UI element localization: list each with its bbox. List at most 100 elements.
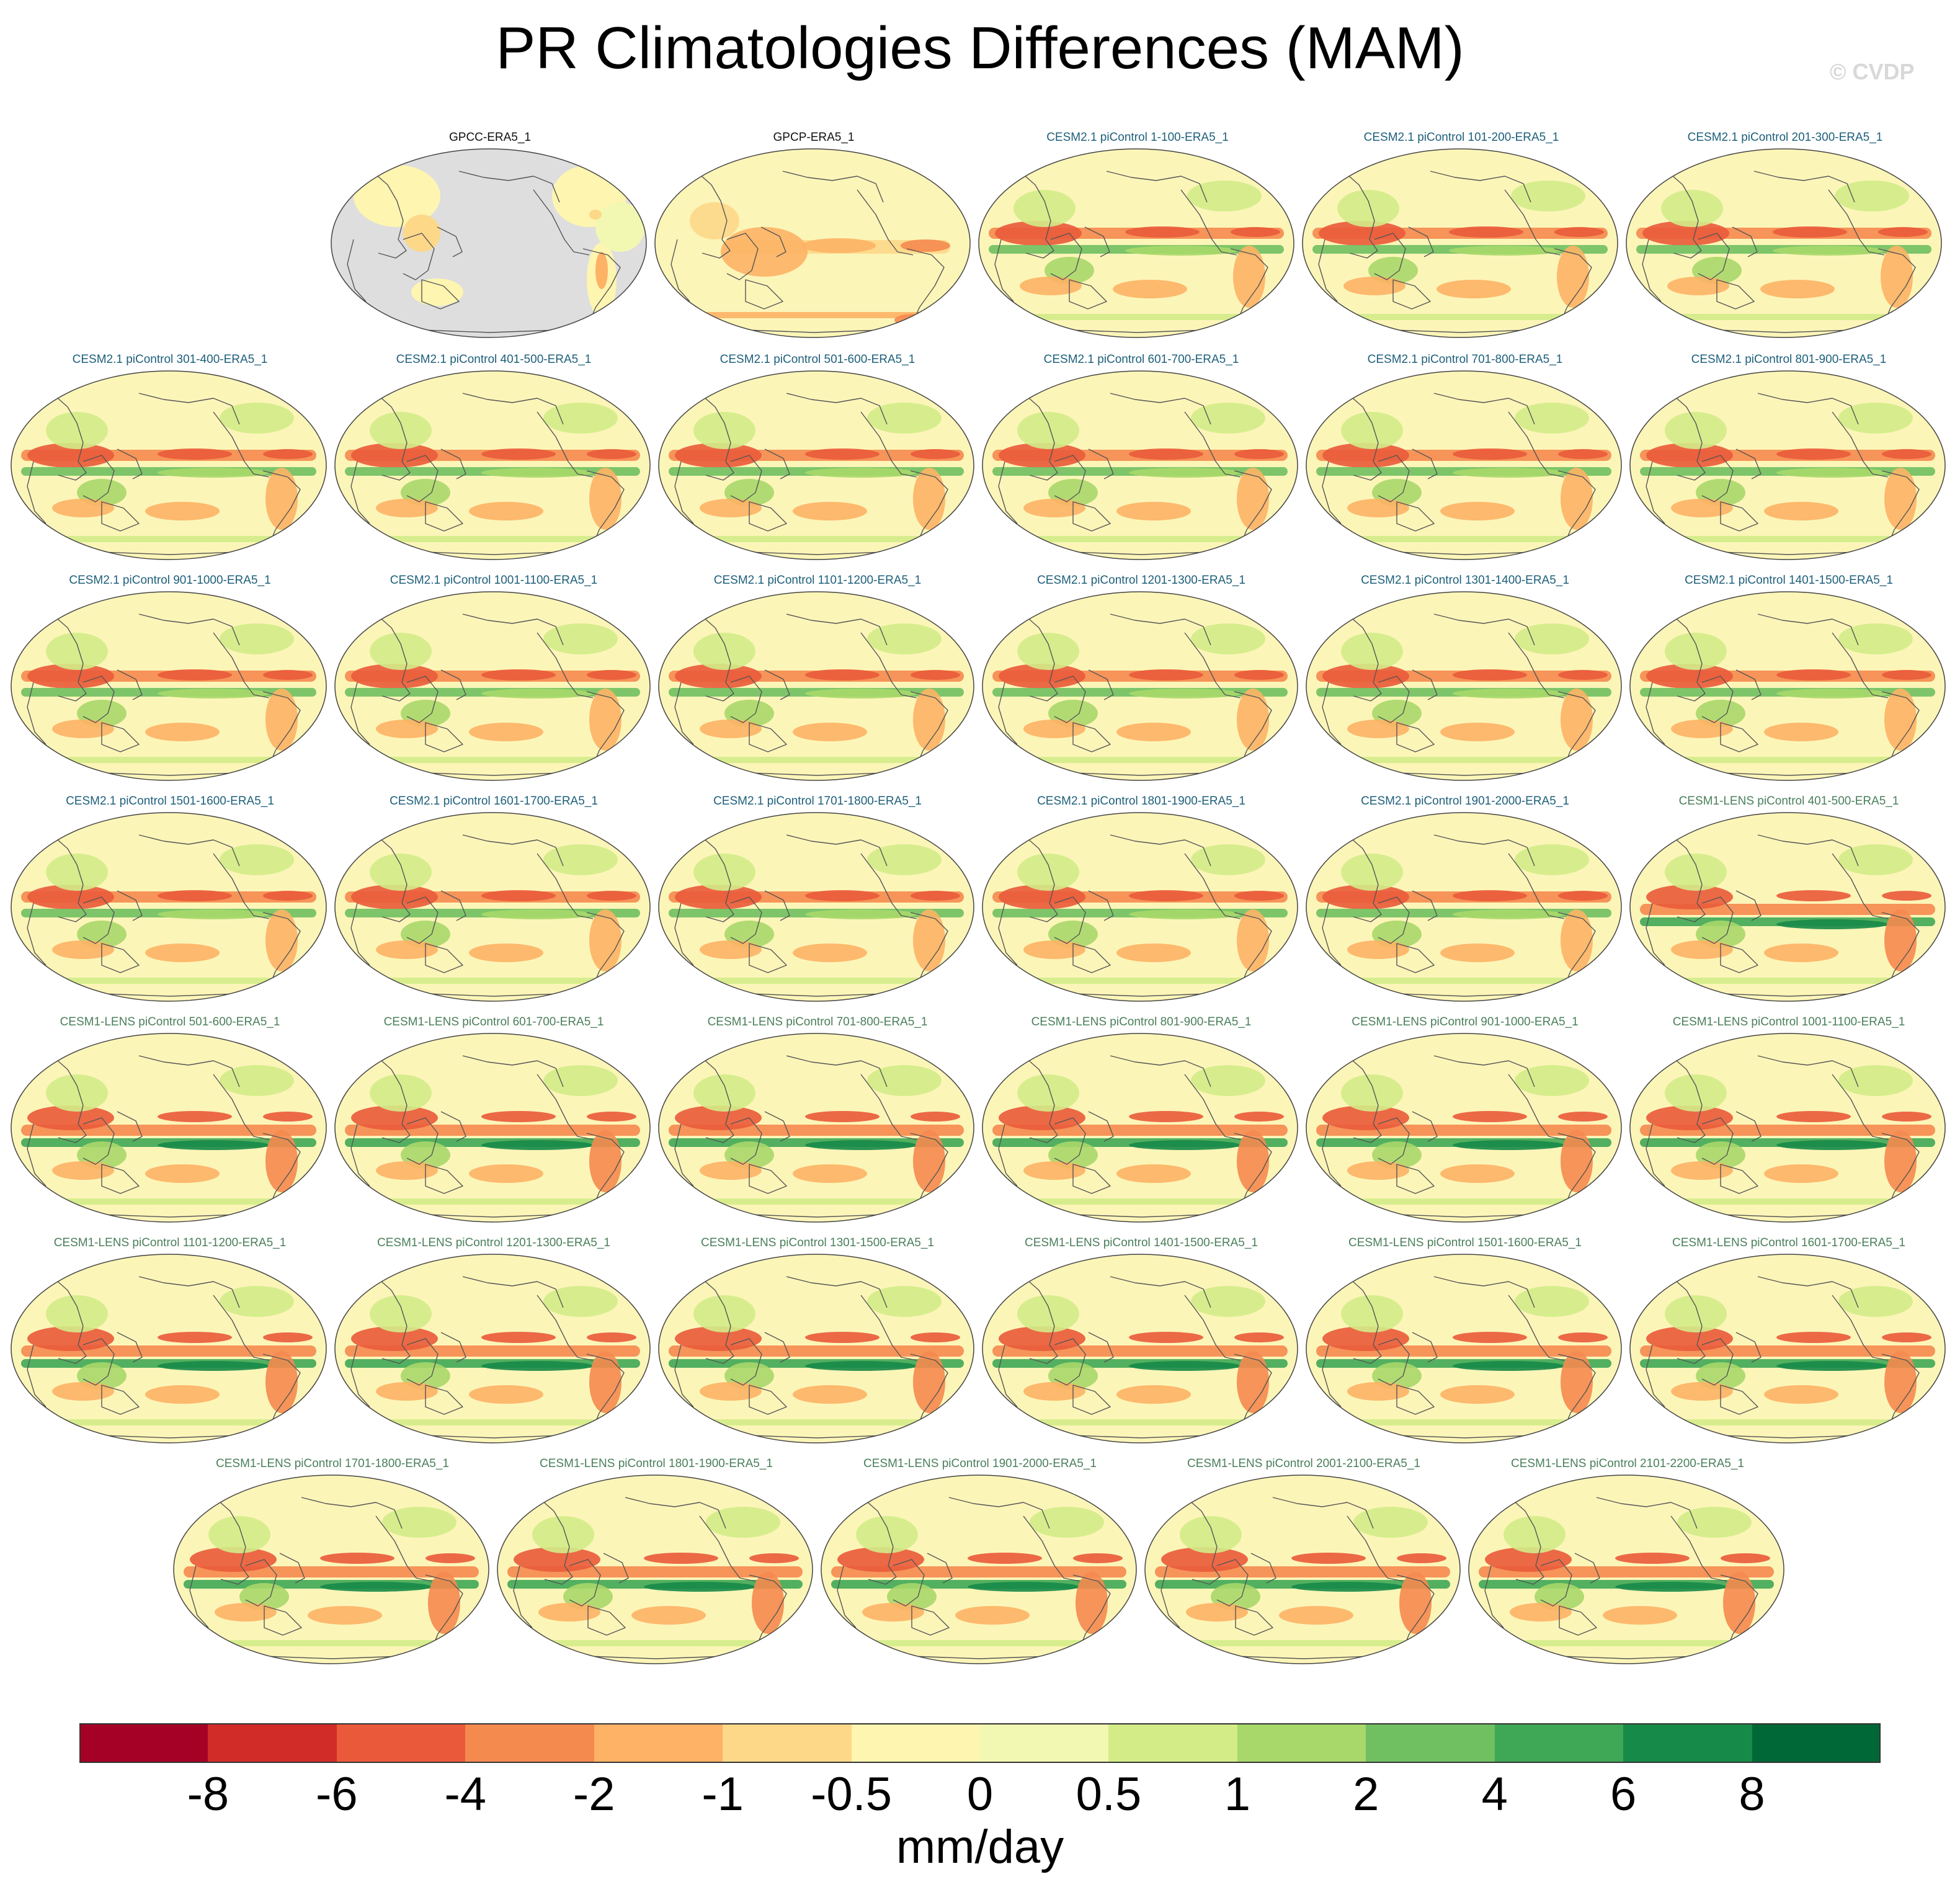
indian-ocean-field: [1343, 277, 1405, 295]
north-america-field: [382, 1507, 457, 1538]
indian-ocean-field: [1671, 940, 1733, 959]
asia-wet-field: [1341, 854, 1403, 891]
map-panel: CESM2.1 piControl 1001-1100-ERA5_1: [332, 572, 655, 787]
panel-title: CESM2.1 piControl 1901-2000-ERA5_1: [1361, 795, 1569, 808]
global-precip-map: [1629, 591, 1946, 781]
coastline: [1642, 239, 1662, 302]
southern-ocean-band: [1659, 1198, 1919, 1205]
global-precip-map: [173, 1474, 489, 1664]
coastline: [910, 912, 948, 991]
atlantic-dry-field: [263, 670, 313, 680]
coastline: [213, 1295, 270, 1361]
coastline: [998, 903, 1018, 966]
coastline: [1216, 1559, 1249, 1607]
panel-title: CESM1-LENS piControl 2101-2200-ERA5_1: [1511, 1457, 1744, 1470]
coastline: [1392, 279, 1431, 310]
coastline: [1484, 1565, 1504, 1628]
north-america-field: [1838, 1286, 1913, 1317]
spcz-field: [1764, 943, 1838, 962]
east-pacific-dry-field: [1125, 226, 1200, 238]
coastline: [569, 1559, 601, 1607]
panel-title: CESM1-LENS piControl 1501-1600-ERA5_1: [1348, 1236, 1582, 1249]
coastline: [586, 470, 625, 549]
atlantic-dry-field: [263, 1112, 313, 1122]
coastline: [1433, 834, 1535, 867]
map-outline: [1306, 370, 1622, 560]
coastline: [537, 1295, 594, 1361]
panel-title: CESM1-LENS piControl 1201-1300-ERA5_1: [377, 1236, 610, 1249]
map-outline: [1306, 812, 1622, 1002]
panel-title: CESM1-LENS piControl 1601-1700-ERA5_1: [1672, 1236, 1905, 1249]
coastline: [117, 890, 143, 921]
coastline: [1832, 853, 1889, 919]
map-panel: CESM2.1 piControl 401-500-ERA5_1: [332, 351, 655, 566]
asia-wet-field: [693, 1295, 755, 1332]
coastline: [1347, 1515, 1404, 1582]
atlantic-dry-field: [263, 449, 313, 459]
coastline: [27, 1344, 47, 1407]
west-pacific-dry-field: [837, 1547, 924, 1572]
map-panel: CESM2.1 piControl 1401-1500-ERA5_1: [1628, 572, 1950, 787]
coastline: [1557, 1133, 1596, 1211]
coastline: [837, 1565, 857, 1628]
map-field: [11, 813, 326, 1001]
coastline: [1023, 1055, 1058, 1143]
coastline: [786, 834, 888, 867]
coastline: [674, 903, 694, 966]
west-pacific-dry-field: [999, 885, 1085, 909]
land-andes-field: [595, 252, 608, 289]
coastline: [440, 1111, 466, 1142]
map-panel: CESM1-LENS piControl 1401-1500-ERA5_1: [980, 1234, 1303, 1449]
indian-ocean-field: [52, 940, 114, 959]
map-outline: [331, 148, 647, 338]
atlantic-dry-field: [1234, 449, 1284, 459]
coastline: [462, 834, 564, 867]
pacific-wet-field: [481, 909, 593, 919]
coastline: [82, 1117, 115, 1165]
map-field: [982, 371, 1298, 560]
asia-wet-field: [1665, 412, 1727, 449]
global-precip-map: [978, 148, 1294, 338]
pacific-field: [801, 238, 876, 253]
coastline: [213, 411, 270, 478]
spcz-field: [1116, 502, 1191, 520]
coastline: [1023, 393, 1058, 481]
north-america-field: [220, 623, 294, 654]
colorbar-tick-label: 4: [1481, 1768, 1508, 1821]
map-field: [335, 371, 650, 560]
spcz-field: [469, 1164, 543, 1183]
coastline: [603, 1553, 629, 1584]
colorbar-tick-label: 2: [1353, 1768, 1379, 1821]
north-america-field: [867, 844, 942, 875]
west-pacific-dry-field: [351, 885, 438, 909]
indian-ocean-field: [376, 499, 438, 517]
east-pacific-dry-field: [1615, 1553, 1690, 1564]
coastline: [1412, 1111, 1438, 1142]
colorbar-box: [1623, 1723, 1753, 1763]
coastline: [1881, 1354, 1920, 1432]
coastline: [786, 1055, 888, 1087]
atlantic-dry-field: [587, 1332, 636, 1342]
west-pacific-dry-field: [1646, 1105, 1733, 1130]
north-america-field: [706, 1507, 780, 1538]
indian-ocean-field: [52, 499, 114, 517]
map-outline: [1144, 1474, 1461, 1664]
map-field: [659, 592, 974, 780]
coastline: [674, 1123, 694, 1187]
pacific-wet-field: [1125, 246, 1237, 256]
indian-ocean-field: [1510, 1603, 1572, 1622]
east-pacific-dry-field: [1129, 669, 1203, 680]
panel-title: CESM2.1 piControl 1301-1400-ERA5_1: [1361, 574, 1569, 587]
map-field: [1630, 813, 1945, 1001]
southern-ocean-band: [40, 978, 300, 984]
coastline: [138, 1276, 240, 1308]
colorbar-box: [208, 1723, 337, 1763]
coastline: [1554, 248, 1592, 327]
east-pacific-dry-field: [968, 1553, 1042, 1564]
coastline: [1698, 233, 1730, 280]
map-field: [335, 1033, 650, 1222]
map-field: [979, 149, 1294, 337]
indian-ocean-field: [376, 720, 438, 738]
south-america-field: [589, 1130, 621, 1192]
southern-ocean-band: [1659, 536, 1919, 542]
